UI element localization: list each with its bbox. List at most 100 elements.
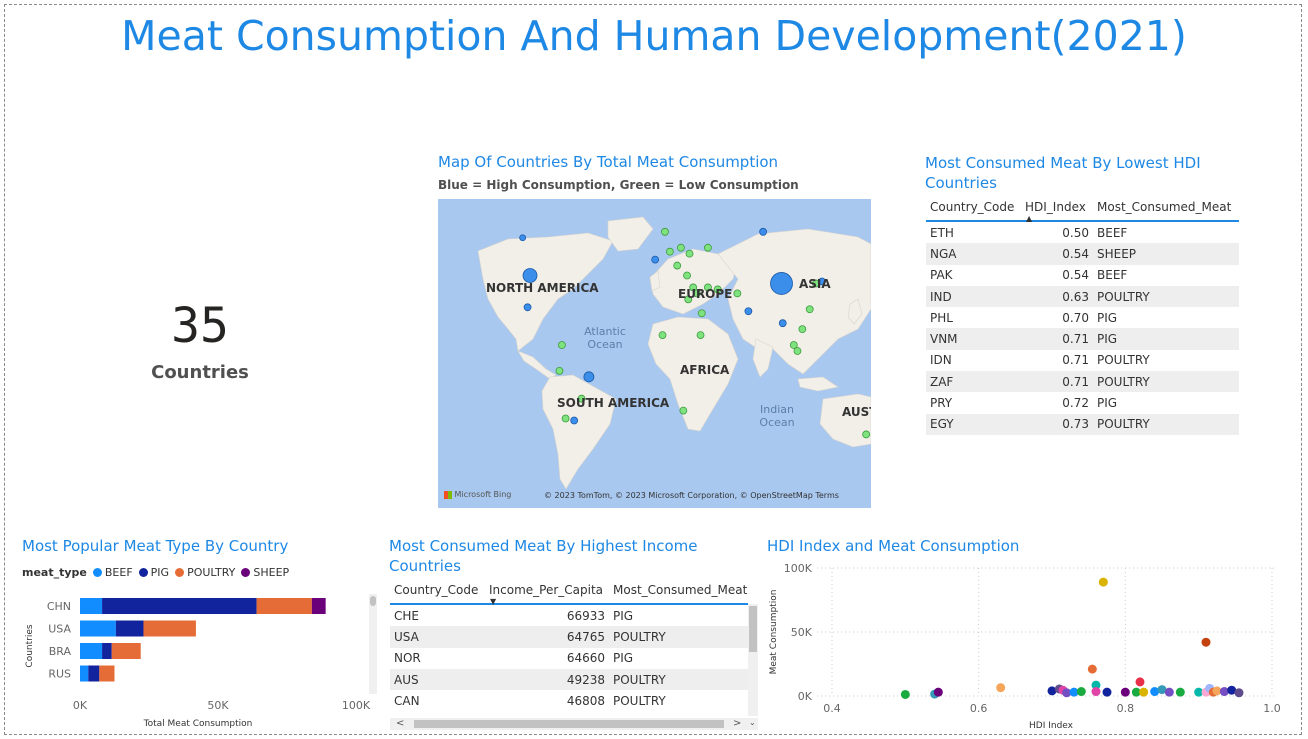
map-bubble-low[interactable]: [658, 331, 667, 340]
scroll-right-icon[interactable]: >: [733, 718, 742, 729]
map-bubble-high[interactable]: [523, 303, 532, 312]
bar-poultry-rus[interactable]: [99, 665, 115, 682]
income-table[interactable]: Country_Code Income_Per_Capita Most_Cons…: [390, 577, 748, 711]
map-bubble-low[interactable]: [677, 243, 685, 252]
bar-pig-usa[interactable]: [115, 620, 144, 637]
map-bubbles-high[interactable]: [519, 227, 826, 425]
bar-poultry-bra[interactable]: [111, 643, 141, 659]
hdi-col-index[interactable]: HDI_Index: [1025, 200, 1086, 214]
hdi-col-country[interactable]: Country_Code: [930, 200, 1015, 214]
legend-item-beef[interactable]: BEEF: [92, 566, 133, 579]
map-bubble-high[interactable]: [778, 319, 787, 328]
table-row[interactable]: AUS 49238 POULTRY: [390, 668, 748, 691]
map-bubble-low[interactable]: [793, 347, 802, 355]
bar-pig-chn[interactable]: [102, 598, 257, 614]
table-row[interactable]: ETH 0.50 BEEF: [926, 222, 1239, 243]
table-row[interactable]: CHE 66933 PIG: [390, 605, 748, 626]
map-bubble-low[interactable]: [704, 243, 712, 252]
scatter-point[interactable]: [933, 687, 943, 697]
legend-item-sheep[interactable]: SHEEP: [241, 566, 289, 579]
income-table-scroll-thumb-v[interactable]: [749, 606, 757, 652]
scatter-point[interactable]: [1047, 686, 1057, 696]
map-bubble-low[interactable]: [692, 289, 701, 298]
map-bubble-low[interactable]: [673, 261, 682, 270]
bar-beef-rus[interactable]: [80, 665, 89, 682]
map-bubble-high[interactable]: [770, 272, 793, 295]
map-bubble-low[interactable]: [697, 309, 706, 318]
scatter-point[interactable]: [1234, 688, 1244, 698]
map-bubble-low[interactable]: [685, 249, 694, 258]
sort-desc-icon[interactable]: ▼: [490, 597, 497, 606]
table-row[interactable]: VNM 0.71 PIG: [926, 328, 1239, 350]
table-row[interactable]: IND 0.63 POULTRY: [926, 285, 1239, 308]
scatter-point[interactable]: [1120, 687, 1130, 697]
map-bubble-low[interactable]: [683, 271, 691, 280]
bar-beef-bra[interactable]: [80, 643, 103, 659]
scatter-point[interactable]: [900, 689, 910, 699]
table-row[interactable]: IDN 0.71 POULTRY: [926, 350, 1239, 371]
table-row[interactable]: PHL 0.70 PIG: [926, 307, 1239, 328]
income-col-country[interactable]: Country_Code: [394, 583, 479, 597]
scatter-point[interactable]: [1139, 687, 1149, 697]
table-row[interactable]: ZAF 0.71 POULTRY: [926, 371, 1239, 393]
bar-beef-chn[interactable]: [80, 598, 103, 614]
bar-chart-scrollbar[interactable]: [369, 594, 377, 694]
map-bubble-low[interactable]: [555, 366, 564, 375]
map-bubble-low[interactable]: [577, 394, 586, 403]
map-bubble-low[interactable]: [811, 279, 820, 288]
scatter-point[interactable]: [1201, 637, 1211, 647]
scatter-point[interactable]: [1131, 687, 1141, 697]
hdi-col-meat[interactable]: Most_Consumed_Meat: [1097, 200, 1232, 214]
scatter-point[interactable]: [1227, 685, 1237, 695]
map-bubble-low[interactable]: [679, 406, 688, 415]
map-bubble-high[interactable]: [651, 255, 660, 264]
bar-chart-scroll-thumb[interactable]: [370, 596, 376, 606]
bar-poultry-usa[interactable]: [143, 620, 196, 637]
map-bubble-low[interactable]: [558, 341, 566, 349]
scatter-point[interactable]: [1098, 577, 1108, 587]
map-bubble-low[interactable]: [689, 283, 698, 292]
scatter-point[interactable]: [1157, 685, 1167, 695]
scatter-point[interactable]: [1102, 687, 1112, 697]
map-visual[interactable]: NORTH AMERICA EUROPE ASIA AFRICA SOUTH A…: [438, 199, 871, 508]
hdi-table[interactable]: Country_Code HDI_Index Most_Consumed_Mea…: [926, 194, 1239, 435]
legend-item-pig[interactable]: PIG: [138, 566, 169, 579]
table-row[interactable]: CAN 46808 POULTRY: [390, 690, 748, 711]
map-bubble-low[interactable]: [665, 247, 674, 256]
map-bubble-low[interactable]: [704, 283, 712, 292]
map-bubbles-low[interactable]: [555, 227, 871, 439]
map-bubble-high[interactable]: [759, 227, 768, 236]
map-credit[interactable]: © 2023 TomTom, © 2023 Microsoft Corporat…: [544, 491, 839, 500]
table-row[interactable]: NGA 0.54 SHEEP: [926, 243, 1239, 265]
map-bubble-high[interactable]: [522, 268, 538, 283]
map-bubble-low[interactable]: [805, 305, 814, 314]
scatter-point[interactable]: [1091, 680, 1101, 690]
income-table-scrollbar-h[interactable]: [390, 718, 758, 730]
scatter-point[interactable]: [1212, 686, 1222, 696]
table-row[interactable]: NOR 64660 PIG: [390, 648, 748, 669]
bar-sheep-chn[interactable]: [311, 598, 326, 614]
bar-pig-rus[interactable]: [88, 665, 100, 682]
sort-asc-icon[interactable]: ▲: [1026, 214, 1033, 223]
income-table-scroll-thumb-h[interactable]: [414, 720, 724, 728]
map-bubble-low[interactable]: [713, 285, 722, 294]
map-bubble-low[interactable]: [696, 331, 705, 340]
scatter-point[interactable]: [1069, 687, 1079, 697]
bar-beef-usa[interactable]: [80, 620, 116, 637]
table-row[interactable]: EGY 0.73 POULTRY: [926, 413, 1239, 435]
map-bubble-low[interactable]: [789, 341, 798, 349]
scatter-chart[interactable]: 0K 50K 100K 0.4 0.6 0.8 1.0 HDI Index Meat Consu…: [762, 558, 1298, 734]
map-bubble-low[interactable]: [661, 227, 669, 236]
bar-pig-bra[interactable]: [102, 643, 112, 659]
scatter-point[interactable]: [996, 683, 1006, 693]
scatter-point[interactable]: [1219, 687, 1229, 697]
scatter-point[interactable]: [1194, 687, 1204, 697]
map-bubble-low[interactable]: [862, 430, 871, 439]
income-table-scrollbar-v[interactable]: [748, 604, 758, 716]
scroll-left-icon[interactable]: <: [396, 718, 405, 729]
map-bubble-low[interactable]: [684, 295, 693, 304]
bar-poultry-chn[interactable]: [256, 598, 312, 614]
scatter-point[interactable]: [1164, 687, 1174, 697]
scatter-point[interactable]: [1135, 677, 1145, 687]
map-canvas[interactable]: [438, 199, 871, 508]
